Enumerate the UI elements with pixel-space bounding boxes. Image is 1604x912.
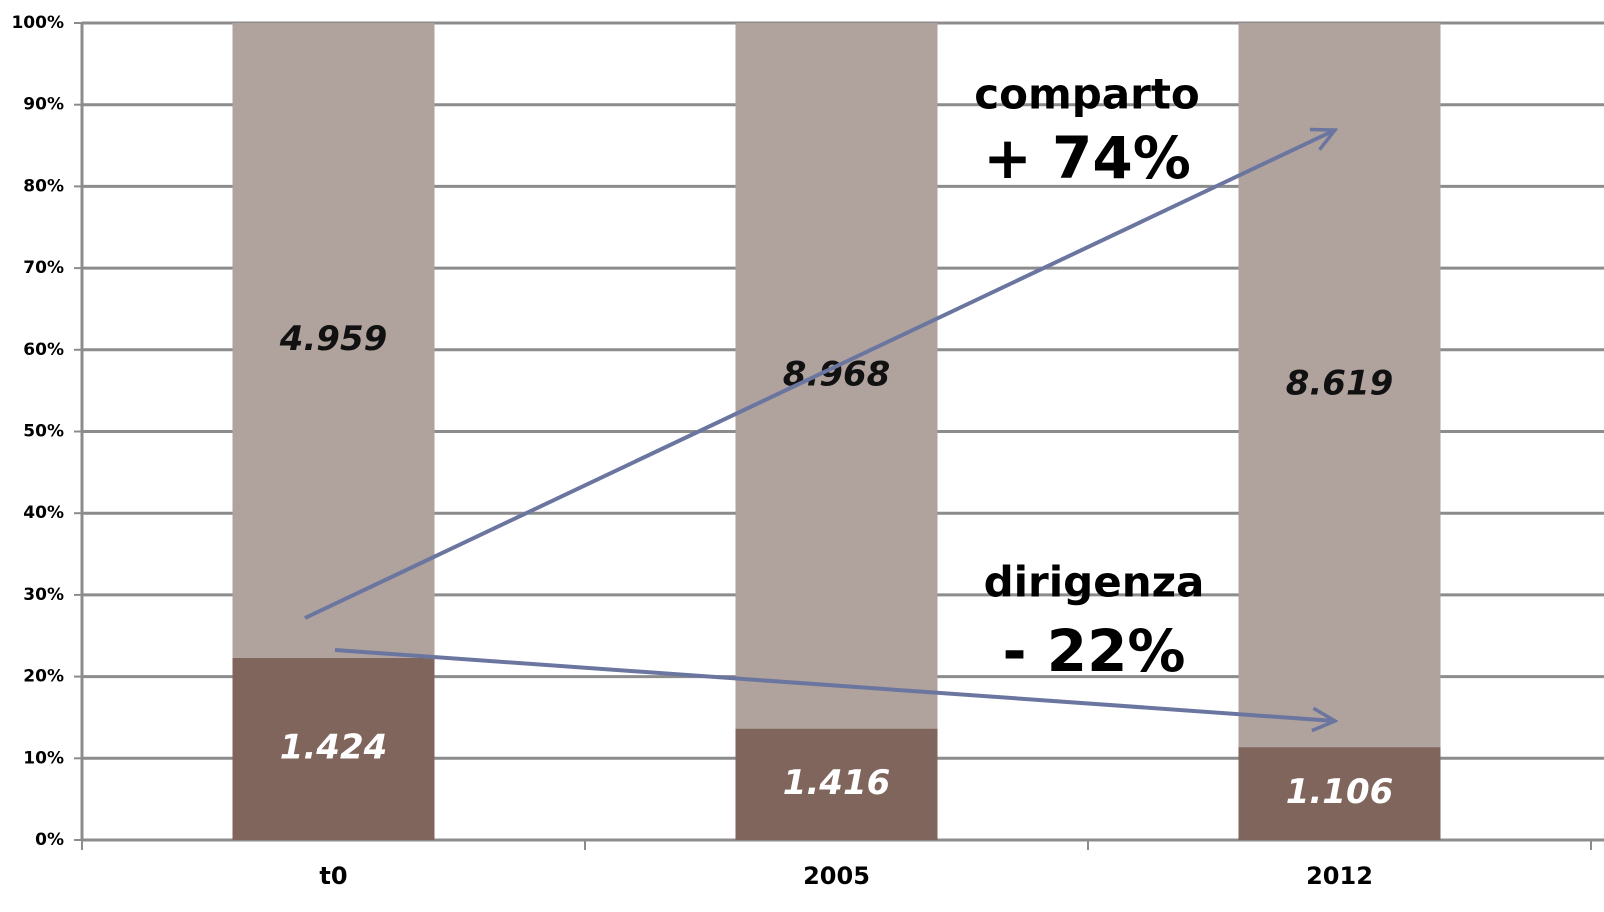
data-label: 8.619	[1286, 364, 1394, 404]
bar-segment	[232, 23, 435, 658]
bar-segment	[1238, 747, 1441, 840]
y-tick-label: 70%	[23, 258, 64, 278]
annotations: comparto + 74% dirigenza - 22%	[304, 70, 1335, 722]
y-tick-label: 20%	[23, 667, 64, 687]
plot-area: 0% 10% 20% 30% 40% 50% 60% 70% 80% 90% 100% t0 1.424…	[11, 13, 1604, 890]
annotation: comparto	[974, 70, 1200, 119]
data-label: 1.424	[280, 727, 388, 767]
arrow	[304, 130, 1335, 620]
data-label: 1.106	[1286, 772, 1394, 812]
bar-segment	[735, 728, 938, 840]
bar-segment	[735, 23, 938, 729]
data-label: 1.416	[783, 763, 891, 803]
annotation: + 74%	[983, 124, 1191, 192]
data-label: 8.968	[783, 354, 891, 394]
x-tick-label: t0	[319, 862, 347, 890]
bar-segment	[232, 657, 435, 840]
annotation: dirigenza	[984, 558, 1205, 607]
x-tick-label: 2012	[1306, 862, 1373, 890]
y-tick-label: 0%	[35, 830, 64, 850]
y-tick-label: 40%	[23, 503, 64, 523]
y-tick-label: 60%	[23, 340, 64, 360]
x-tick-label: 2005	[803, 862, 870, 890]
data-label: 4.959	[279, 319, 388, 359]
bar-segment	[1238, 23, 1441, 748]
y-tick-label: 100%	[11, 13, 64, 33]
arrow	[334, 648, 1335, 721]
y-tick-label: 30%	[23, 585, 64, 605]
y-tick-label: 10%	[23, 748, 64, 768]
y-tick-label: 80%	[23, 176, 64, 196]
annotation: - 22%	[1002, 617, 1185, 685]
y-tick-label: 90%	[23, 95, 64, 115]
y-tick-label: 50%	[23, 422, 64, 442]
